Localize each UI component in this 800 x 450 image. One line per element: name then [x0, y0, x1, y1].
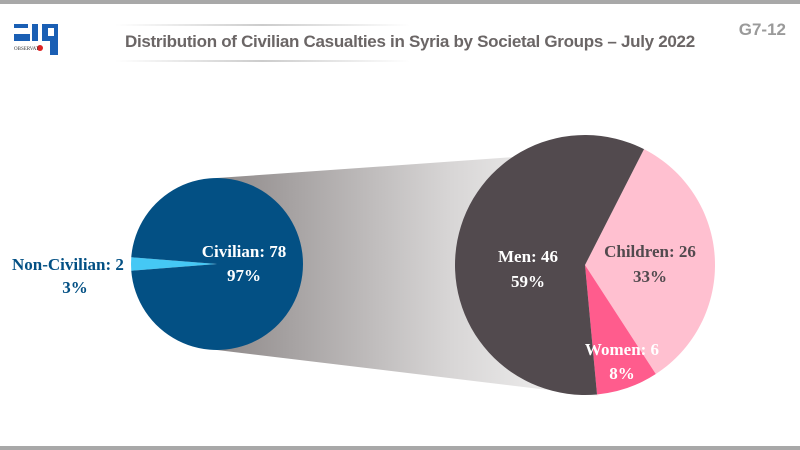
chart-code: G7-12: [738, 20, 786, 39]
pie-slice-women: [585, 265, 656, 395]
label-non-civilian: Non-Civilian: 2: [12, 255, 124, 274]
label-women: Women: 6: [585, 340, 659, 359]
label-children-percent: 33%: [633, 267, 667, 286]
pie-slice-children: [585, 149, 715, 375]
pie-slice-civilian: [131, 178, 303, 350]
pie-civilian: [131, 178, 303, 350]
top-border: [0, 0, 800, 4]
title-rule-top: [115, 24, 410, 26]
label-civilian-percent: 97%: [227, 266, 261, 285]
svg-text:OBSERVAT: OBSERVAT: [14, 47, 39, 52]
observatory-logo: OBSERVAT: [14, 24, 58, 55]
chart-title: Distribution of Civilian Casualties in S…: [125, 32, 695, 51]
label-men: Men: 46: [498, 247, 558, 266]
pie-societal-groups: [455, 135, 715, 395]
label-civilian: Civilian: 78: [202, 242, 287, 261]
label-non-civilian-percent: 3%: [62, 278, 88, 297]
bottom-border: [0, 446, 800, 450]
label-women-percent: 8%: [609, 364, 635, 383]
label-children: Children: 26: [604, 242, 696, 261]
title-rule-bottom: [115, 60, 410, 62]
pie-slice-men: [455, 135, 645, 395]
pie-slice-non-civilian: [131, 257, 217, 271]
label-men-percent: 59%: [511, 272, 545, 291]
